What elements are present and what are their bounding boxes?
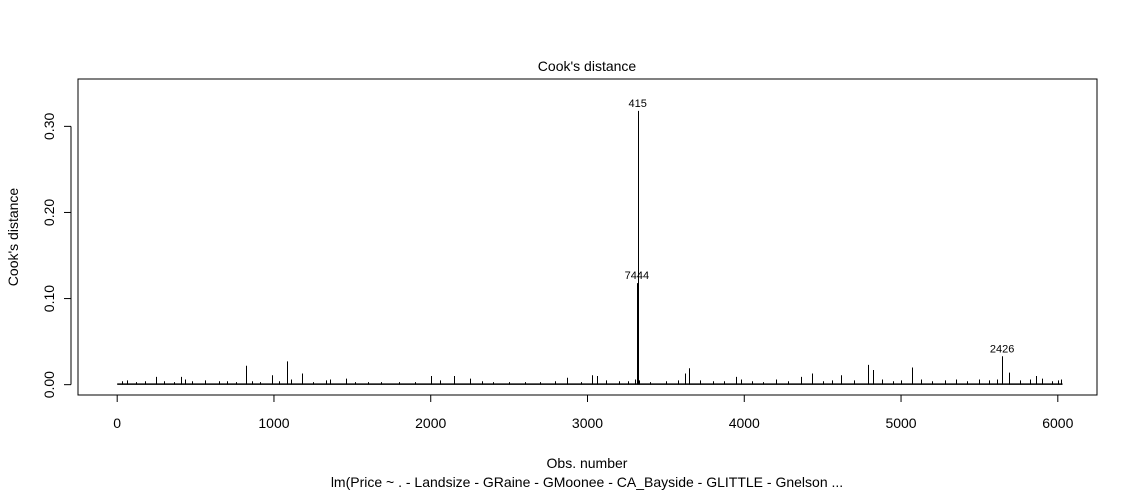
x-axis: 0 1000 2000 3000 4000 5000 6000 — [113, 394, 1074, 431]
observation-label: 2426 — [990, 343, 1014, 355]
y-tick-label: 0.00 — [41, 371, 57, 398]
x-tick-label: 5000 — [885, 415, 916, 431]
y-tick-label: 0.10 — [41, 285, 57, 312]
x-tick-label: 6000 — [1042, 415, 1073, 431]
x-axis-label: Obs. number — [547, 455, 628, 471]
y-tick-label: 0.20 — [41, 199, 57, 226]
y-axis-label: Cook's distance — [5, 188, 21, 287]
spike-series — [117, 110, 1063, 385]
observation-label: 7444 — [625, 270, 649, 282]
plot-frame — [77, 78, 1098, 396]
chart-title: Cook's distance — [538, 58, 637, 74]
x-tick-label: 2000 — [415, 415, 446, 431]
y-axis: 0.00 0.10 0.20 0.30 — [41, 113, 72, 398]
x-tick-label: 1000 — [258, 415, 289, 431]
observation-label: 415 — [628, 98, 646, 110]
x-tick-label: 4000 — [729, 415, 760, 431]
point-labels: 415 7444 2426 — [625, 98, 1015, 355]
x-tick-label: 3000 — [572, 415, 603, 431]
chart-subtitle: lm(Price ~ . - Landsize - GRaine - GMoon… — [331, 474, 843, 490]
y-tick-label: 0.30 — [41, 113, 57, 140]
x-tick-label: 0 — [113, 415, 121, 431]
